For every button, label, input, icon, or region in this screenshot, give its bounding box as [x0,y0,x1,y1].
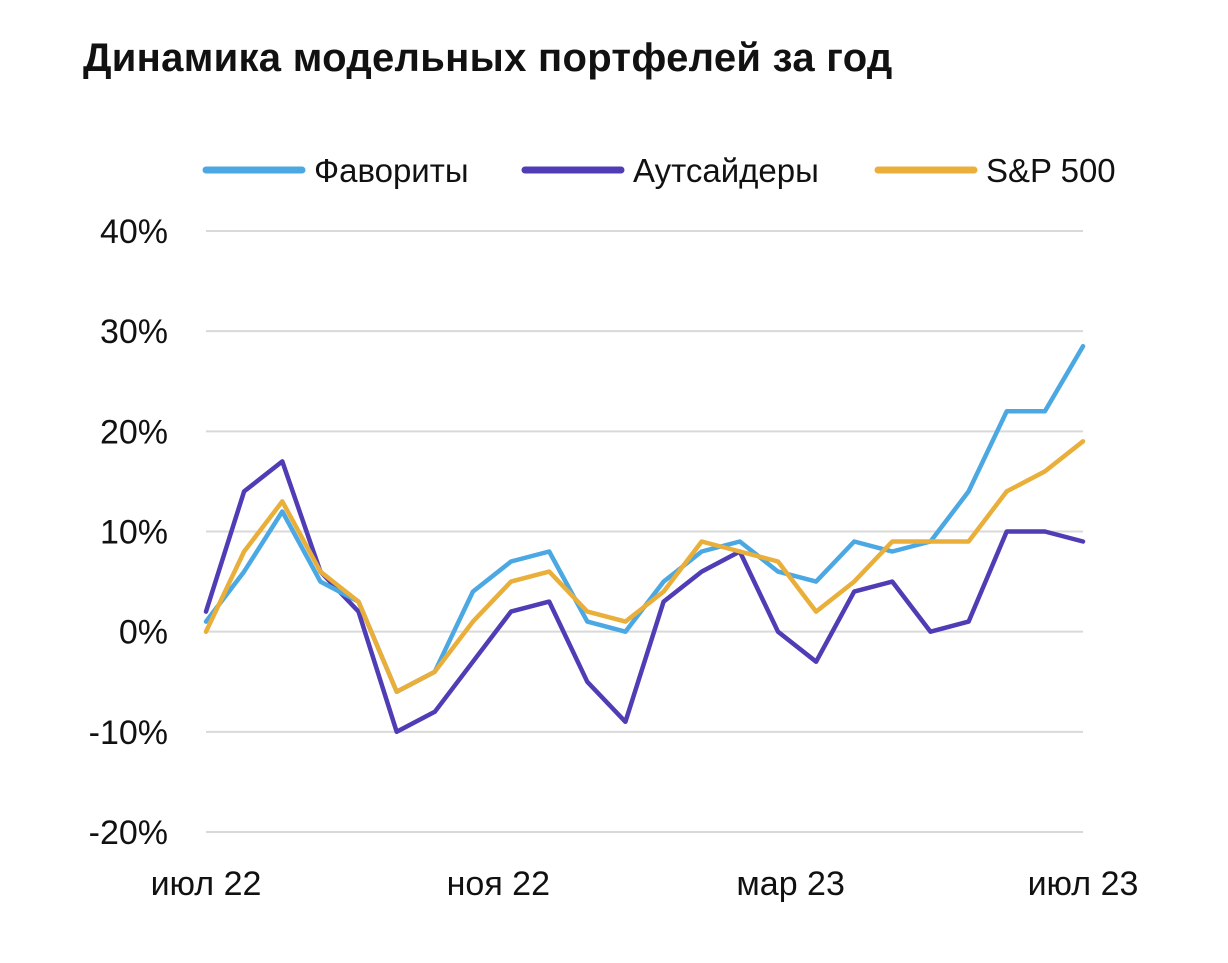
y-tick-label: -10% [89,714,168,752]
legend-label-favorites: Фавориты [314,152,469,189]
legend-item-outsiders: Аутсайдеры [521,152,819,189]
legend-item-favorites: Фавориты [202,152,469,189]
y-tick-label: 0% [119,614,168,652]
x-tick-label: мар 23 [736,865,844,903]
chart-title: Динамика модельных портфелей за год [83,36,893,80]
y-tick-label: 40% [100,213,168,251]
x-tick-label: июл 22 [151,865,262,903]
series-lines [203,343,1086,735]
x-axis-ticks: июл 22 ноя 22 мар 23 июл 23 [151,865,1139,903]
legend-label-sp500: S&P 500 [986,152,1116,189]
series-line-sp500 [203,439,1086,695]
y-tick-label: -20% [89,814,168,852]
legend-label-outsiders: Аутсайдеры [633,152,819,189]
grid [206,230,1083,833]
legend-item-sp500: S&P 500 [874,152,1116,189]
legend: Фавориты Аутсайдеры S&P 500 [202,152,1116,189]
x-tick-label: июл 23 [1028,865,1139,903]
series-line-favorites [203,343,1086,695]
y-tick-label: 20% [100,413,168,451]
x-tick-label: ноя 22 [447,865,550,903]
y-axis-ticks: 40% 30% 20% 10% 0% -10% -20% [89,213,168,852]
y-tick-label: 30% [100,313,168,351]
y-tick-label: 10% [100,514,168,552]
series-line-outsiders [203,459,1086,735]
